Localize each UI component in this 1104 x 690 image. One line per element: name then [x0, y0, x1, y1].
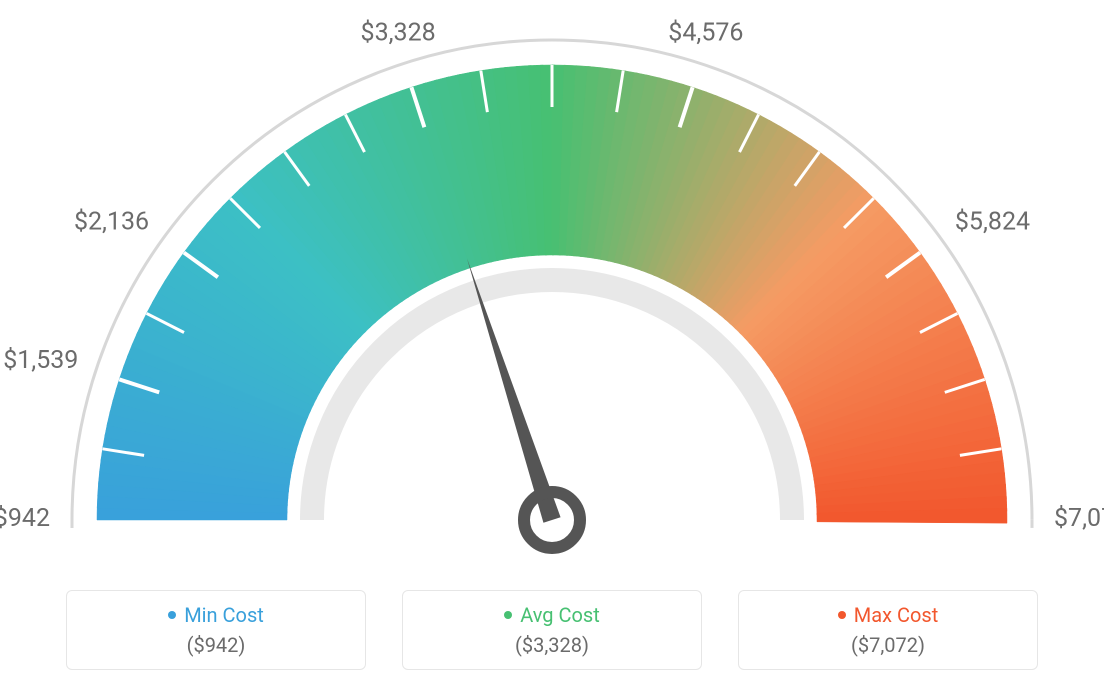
cost-gauge-chart: $942 $1,539 $2,136 $3,328 $4,576 $5,824 $7,072… — [0, 0, 1104, 690]
gauge-tick-label: $2,136 — [74, 207, 149, 236]
legend-row: Min Cost ($942) Avg Cost ($3,328) Max Cost ($… — [66, 590, 1038, 670]
gauge-tick-label: $1,539 — [3, 346, 78, 375]
legend-value: ($3,328) — [515, 633, 589, 657]
legend-label-row: Min Cost — [168, 603, 264, 627]
gauge-needle — [467, 258, 561, 522]
gauge-tick-label: $942 — [0, 504, 50, 533]
legend-value: ($7,072) — [851, 633, 925, 657]
gauge-arc — [97, 65, 1007, 523]
legend-dot-icon — [168, 611, 176, 619]
legend-label: Max Cost — [854, 603, 939, 627]
legend-card: Min Cost ($942) — [66, 590, 366, 670]
legend-card: Max Cost ($7,072) — [738, 590, 1038, 670]
gauge-inner-ring — [312, 280, 792, 520]
gauge-tick-label: $4,576 — [668, 18, 743, 47]
legend-label-row: Max Cost — [838, 603, 939, 627]
gauge-tick-label: $7,072 — [1054, 504, 1104, 533]
gauge-svg: $942 $1,539 $2,136 $3,328 $4,576 $5,824 $7,072 — [0, 0, 1104, 580]
gauge-tick-label: $3,328 — [361, 18, 436, 47]
legend-dot-icon — [838, 611, 846, 619]
legend-dot-icon — [504, 611, 512, 619]
legend-label-row: Avg Cost — [504, 603, 600, 627]
legend-label: Avg Cost — [520, 603, 600, 627]
legend-label: Min Cost — [184, 603, 264, 627]
gauge-tick-label: $5,824 — [955, 207, 1030, 236]
legend-value: ($942) — [187, 633, 246, 657]
legend-card: Avg Cost ($3,328) — [402, 590, 702, 670]
